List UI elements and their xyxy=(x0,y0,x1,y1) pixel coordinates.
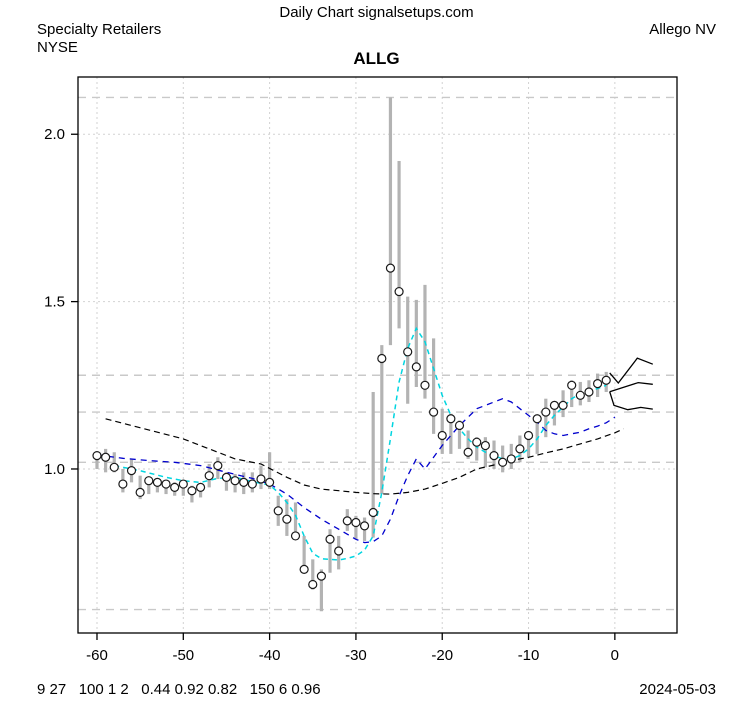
close-marker xyxy=(178,479,188,489)
ticker-symbol-title: ALLG xyxy=(353,49,400,68)
page-title: Daily Chart signalsetups.com xyxy=(279,4,474,21)
close-marker xyxy=(506,454,516,464)
close-marker xyxy=(437,430,447,441)
close-marker xyxy=(523,430,534,441)
x-tick-label: -30 xyxy=(345,647,367,664)
close-marker xyxy=(601,375,611,385)
close-marker xyxy=(558,400,568,410)
x-tick-label: -40 xyxy=(259,647,281,664)
close-marker xyxy=(230,476,240,486)
close-marker xyxy=(368,507,378,518)
y-tick-label: 1.5 xyxy=(44,294,65,311)
close-marker xyxy=(316,571,326,581)
close-marker xyxy=(92,450,102,461)
close-marker xyxy=(359,521,370,531)
close-marker xyxy=(325,534,335,544)
close-marker xyxy=(515,444,525,454)
close-marker xyxy=(126,466,137,476)
y-tick-label: 2.0 xyxy=(44,126,65,143)
chart-date: 2024-05-03 xyxy=(639,681,716,698)
close-marker xyxy=(109,462,119,472)
close-marker xyxy=(385,263,396,273)
close-marker xyxy=(394,286,404,297)
exchange-label: NYSE xyxy=(37,39,78,56)
x-tick-label: -50 xyxy=(172,647,194,664)
close-marker xyxy=(541,407,551,417)
close-marker xyxy=(446,414,456,424)
projection-lower xyxy=(609,391,653,411)
close-marker xyxy=(204,471,214,481)
close-marker xyxy=(101,452,111,462)
signal-stats: 9 27 100 1 2 0.44 0.92 0.82 150 6 0.96 xyxy=(37,681,321,698)
close-marker xyxy=(463,447,473,457)
close-marker xyxy=(549,400,560,410)
close-marker xyxy=(480,440,490,451)
close-marker xyxy=(567,380,577,390)
close-marker xyxy=(575,390,585,400)
close-marker xyxy=(135,487,145,498)
close-marker xyxy=(342,516,352,526)
close-marker xyxy=(429,407,439,417)
close-marker xyxy=(454,420,465,431)
close-marker xyxy=(195,482,206,492)
sector-label: Specialty Retailers xyxy=(37,21,162,38)
close-marker xyxy=(273,506,283,516)
close-marker xyxy=(584,387,594,397)
close-marker xyxy=(256,474,266,484)
close-marker xyxy=(152,477,163,487)
close-marker xyxy=(247,479,257,489)
plot-border xyxy=(77,76,678,634)
close-marker xyxy=(411,362,421,372)
company-name: Allego NV xyxy=(649,21,716,38)
close-marker xyxy=(170,482,180,492)
close-marker xyxy=(532,414,542,424)
x-tick-label: 0 xyxy=(611,647,619,664)
close-marker xyxy=(221,472,232,482)
close-marker xyxy=(144,476,154,486)
close-marker xyxy=(377,353,387,364)
close-marker xyxy=(472,437,482,447)
x-tick-label: -60 xyxy=(86,647,108,664)
close-marker xyxy=(290,531,301,541)
close-marker xyxy=(299,564,309,574)
close-marker xyxy=(420,380,430,390)
x-tick-label: -20 xyxy=(431,647,453,664)
close-marker xyxy=(403,347,413,357)
close-marker xyxy=(239,477,249,487)
x-tick-label: -10 xyxy=(518,647,540,664)
close-marker xyxy=(498,457,508,467)
close-marker xyxy=(161,479,171,489)
close-marker xyxy=(265,477,275,487)
close-marker xyxy=(213,461,223,471)
close-marker xyxy=(282,514,292,524)
y-tick-label: 1.0 xyxy=(44,461,65,478)
close-marker xyxy=(187,486,197,496)
projection-middle xyxy=(609,381,653,393)
close-marker xyxy=(118,479,128,489)
close-marker xyxy=(308,579,318,590)
close-marker xyxy=(592,379,603,389)
close-marker xyxy=(489,450,499,461)
close-marker xyxy=(334,546,344,556)
projection-upper-zigzag xyxy=(609,357,654,385)
close-marker xyxy=(351,517,361,528)
slow-ma-line xyxy=(105,418,624,495)
